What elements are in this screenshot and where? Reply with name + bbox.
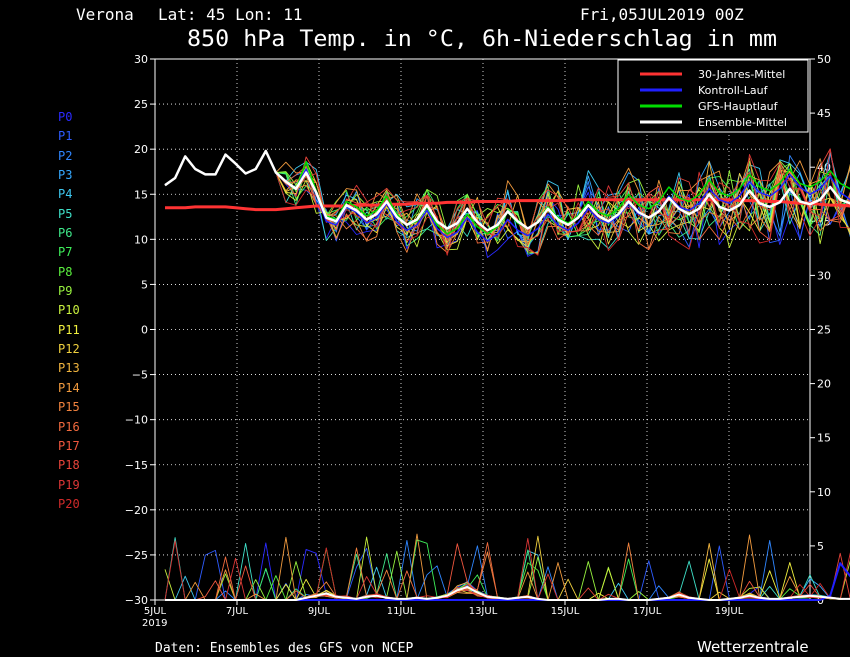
member-label: P19	[58, 477, 80, 492]
member-label: P17	[58, 438, 80, 453]
member-temp-line	[164, 150, 850, 246]
x-tick-label: 17JUL	[633, 606, 662, 617]
run-time-label: Fri,05JUL2019 00Z	[580, 5, 744, 24]
x-tick-label: 13JUL	[469, 606, 498, 617]
y-right-tick-label: 25	[817, 324, 831, 337]
legend-label: Kontroll-Lauf	[698, 84, 769, 97]
member-label: P13	[58, 361, 80, 376]
member-label: P8	[58, 264, 73, 279]
member-label: P11	[58, 322, 80, 337]
y-right-tick-label: 30	[817, 269, 831, 282]
x-tick-label: 9JUL	[308, 606, 331, 617]
y-left-tick-label: 25	[134, 98, 148, 111]
member-label: P1	[58, 129, 73, 144]
member-label: P6	[58, 226, 73, 241]
legend-box	[617, 59, 809, 133]
x-year-label: 2019	[142, 618, 167, 629]
location-label: Verona	[76, 5, 134, 24]
coords-label: Lat: 45 Lon: 11	[158, 5, 303, 24]
member-label: P12	[58, 342, 80, 357]
y-right-tick-label: 45	[817, 107, 831, 120]
member-label: P14	[58, 380, 80, 395]
y-left-tick-label: −5	[132, 369, 148, 382]
legend-label: GFS-Hauptlauf	[698, 100, 779, 113]
x-axis: 5JUL 7JUL 9JUL 11JUL 13JUL 15JUL 17JUL 19JUL 201…	[142, 600, 744, 629]
y-axis-left: 30 25 20 15 10 5 0 −5 −10 −15 −20 −25 −30	[125, 53, 155, 607]
legend-label: 30-Jahres-Mittel	[698, 68, 785, 81]
member-label: P9	[58, 284, 73, 299]
x-tick-label: 11JUL	[387, 606, 416, 617]
y-left-tick-label: −15	[125, 459, 148, 472]
y-right-tick-label: 50	[817, 53, 831, 66]
member-label: P3	[58, 168, 73, 183]
y-left-tick-label: −30	[125, 594, 148, 607]
chart-title: 850 hPa Temp. in °C, 6h-Niederschlag in …	[187, 27, 777, 52]
y-left-tick-label: −10	[125, 414, 148, 427]
member-label: P20	[58, 496, 80, 511]
y-left-tick-label: 10	[134, 233, 148, 246]
legend-label: Ensemble-Mittel	[698, 116, 787, 129]
x-tick-label: 7JUL	[226, 606, 249, 617]
footer-brand: Wetterzentrale	[697, 638, 809, 656]
member-label: P16	[58, 419, 80, 434]
ensmean-temp-line	[164, 149, 850, 232]
ensmean-precip-line	[165, 586, 850, 601]
footer-source: Daten: Ensembles des GFS von NCEP	[155, 641, 413, 656]
member-label: P0	[58, 110, 73, 124]
mean30-line	[165, 198, 850, 212]
y-right-tick-label: 20	[817, 378, 831, 391]
y-left-tick-label: 5	[141, 278, 148, 291]
member-label: P7	[58, 245, 73, 260]
member-label: P10	[58, 303, 80, 318]
y-left-tick-label: 15	[134, 188, 148, 201]
member-label: P5	[58, 206, 73, 221]
x-tick-label: 19JUL	[715, 606, 744, 617]
ensemble-member-list: P0 P1 P2 P3 P4 P5 P6 P7 P8 P9 P10 P11 P12 P13 P14 P15 P1…	[58, 108, 80, 514]
member-label: P15	[58, 400, 80, 415]
series-layer	[164, 148, 850, 601]
y-left-tick-label: 30	[134, 53, 148, 66]
member-label: P4	[58, 187, 73, 202]
member-label: P2	[58, 148, 73, 163]
member-temp-line	[164, 150, 850, 252]
y-right-tick-label: 10	[817, 486, 831, 499]
y-left-tick-label: 0	[141, 324, 148, 337]
y-left-tick-label: 20	[134, 143, 148, 156]
x-tick-label: 15JUL	[551, 606, 580, 617]
y-left-tick-label: −25	[125, 549, 148, 562]
legend: 30-Jahres-Mittel Kontroll-Lauf GFS-Hauptla…	[617, 59, 809, 133]
x-tick-label: 5JUL	[144, 606, 167, 617]
y-right-tick-label: 5	[817, 540, 824, 553]
y-left-tick-label: −20	[125, 504, 148, 517]
y-right-tick-label: 15	[817, 432, 831, 445]
member-label: P18	[58, 458, 80, 473]
